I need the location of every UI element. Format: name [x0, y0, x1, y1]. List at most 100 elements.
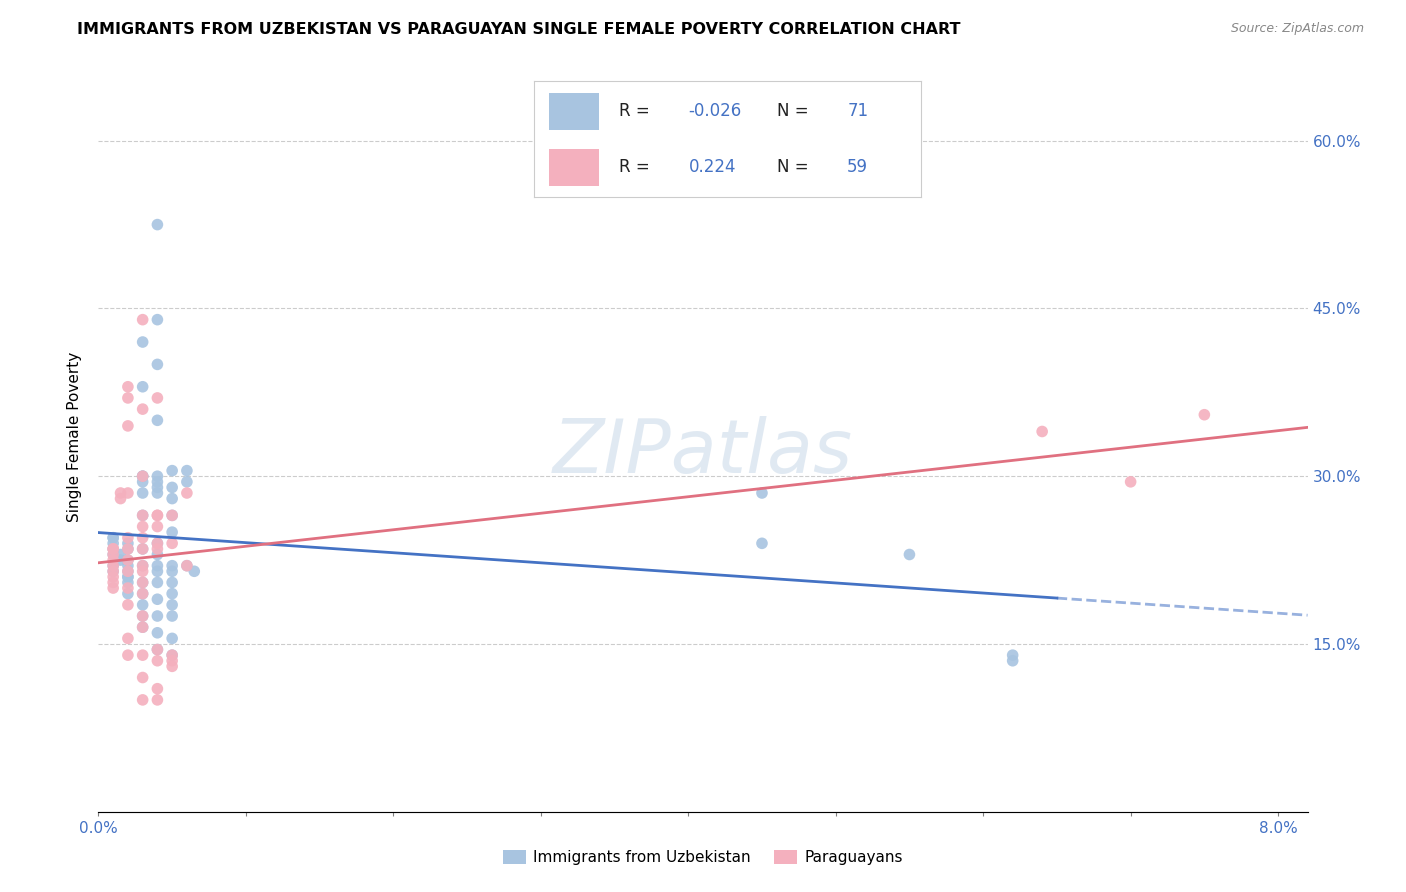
- Point: [117, 541, 139, 556]
- Point: [1001, 654, 1024, 668]
- Point: [117, 486, 139, 500]
- Point: [131, 402, 153, 417]
- Point: [176, 464, 198, 478]
- Point: [146, 558, 169, 573]
- Point: [117, 632, 139, 646]
- Point: [110, 491, 132, 506]
- Point: [101, 570, 124, 584]
- Point: [131, 531, 153, 545]
- Point: [101, 531, 124, 545]
- Point: [146, 312, 169, 326]
- Point: [146, 486, 169, 500]
- Point: [751, 486, 773, 500]
- Point: [117, 575, 139, 590]
- Point: [131, 609, 153, 624]
- Point: [160, 508, 183, 523]
- Point: [131, 598, 153, 612]
- Point: [117, 536, 139, 550]
- Point: [131, 508, 153, 523]
- Point: [176, 475, 198, 489]
- Text: Source: ZipAtlas.com: Source: ZipAtlas.com: [1230, 22, 1364, 36]
- Point: [101, 548, 124, 562]
- Point: [146, 642, 169, 657]
- Point: [131, 469, 153, 483]
- Point: [117, 418, 139, 433]
- Point: [146, 519, 169, 533]
- Text: IMMIGRANTS FROM UZBEKISTAN VS PARAGUAYAN SINGLE FEMALE POVERTY CORRELATION CHART: IMMIGRANTS FROM UZBEKISTAN VS PARAGUAYAN…: [77, 22, 960, 37]
- Point: [101, 558, 124, 573]
- Point: [160, 536, 183, 550]
- Point: [101, 575, 124, 590]
- Point: [146, 508, 169, 523]
- Point: [146, 654, 169, 668]
- Point: [146, 564, 169, 578]
- Point: [131, 693, 153, 707]
- Point: [176, 558, 198, 573]
- Point: [131, 469, 153, 483]
- Point: [101, 548, 124, 562]
- Point: [160, 648, 183, 662]
- Point: [131, 380, 153, 394]
- Point: [131, 558, 153, 573]
- Point: [146, 548, 169, 562]
- Point: [160, 558, 183, 573]
- Point: [131, 334, 153, 349]
- Point: [160, 587, 183, 601]
- Point: [146, 480, 169, 494]
- Point: [160, 659, 183, 673]
- Point: [131, 620, 153, 634]
- Point: [131, 671, 153, 685]
- Point: [131, 519, 153, 533]
- Point: [131, 558, 153, 573]
- Point: [146, 358, 169, 372]
- Point: [117, 391, 139, 405]
- Point: [160, 609, 183, 624]
- Point: [751, 536, 773, 550]
- Point: [101, 564, 124, 578]
- Point: [117, 380, 139, 394]
- Point: [101, 581, 124, 595]
- Point: [160, 480, 183, 494]
- Point: [176, 486, 198, 500]
- Point: [110, 553, 132, 567]
- Point: [117, 564, 139, 578]
- Point: [160, 575, 183, 590]
- Point: [146, 475, 169, 489]
- Point: [146, 508, 169, 523]
- Point: [146, 642, 169, 657]
- Point: [131, 475, 153, 489]
- Point: [131, 564, 153, 578]
- Point: [101, 558, 124, 573]
- Point: [146, 469, 169, 483]
- Point: [146, 681, 169, 696]
- Point: [117, 598, 139, 612]
- Point: [146, 575, 169, 590]
- Point: [160, 648, 183, 662]
- Point: [131, 541, 153, 556]
- Point: [117, 564, 139, 578]
- Point: [131, 575, 153, 590]
- Point: [160, 598, 183, 612]
- Point: [160, 654, 183, 668]
- Point: [131, 469, 153, 483]
- Point: [146, 218, 169, 232]
- Point: [146, 609, 169, 624]
- Point: [183, 564, 205, 578]
- Point: [110, 548, 132, 562]
- Point: [131, 620, 153, 634]
- Point: [160, 564, 183, 578]
- Point: [131, 508, 153, 523]
- Point: [146, 413, 169, 427]
- Point: [160, 491, 183, 506]
- Point: [160, 508, 183, 523]
- Point: [110, 486, 132, 500]
- Point: [146, 536, 169, 550]
- Point: [146, 592, 169, 607]
- Legend: Immigrants from Uzbekistan, Paraguayans: Immigrants from Uzbekistan, Paraguayans: [496, 844, 910, 871]
- Point: [101, 541, 124, 556]
- Point: [146, 391, 169, 405]
- Point: [146, 625, 169, 640]
- Point: [117, 541, 139, 556]
- Point: [117, 587, 139, 601]
- Point: [146, 541, 169, 556]
